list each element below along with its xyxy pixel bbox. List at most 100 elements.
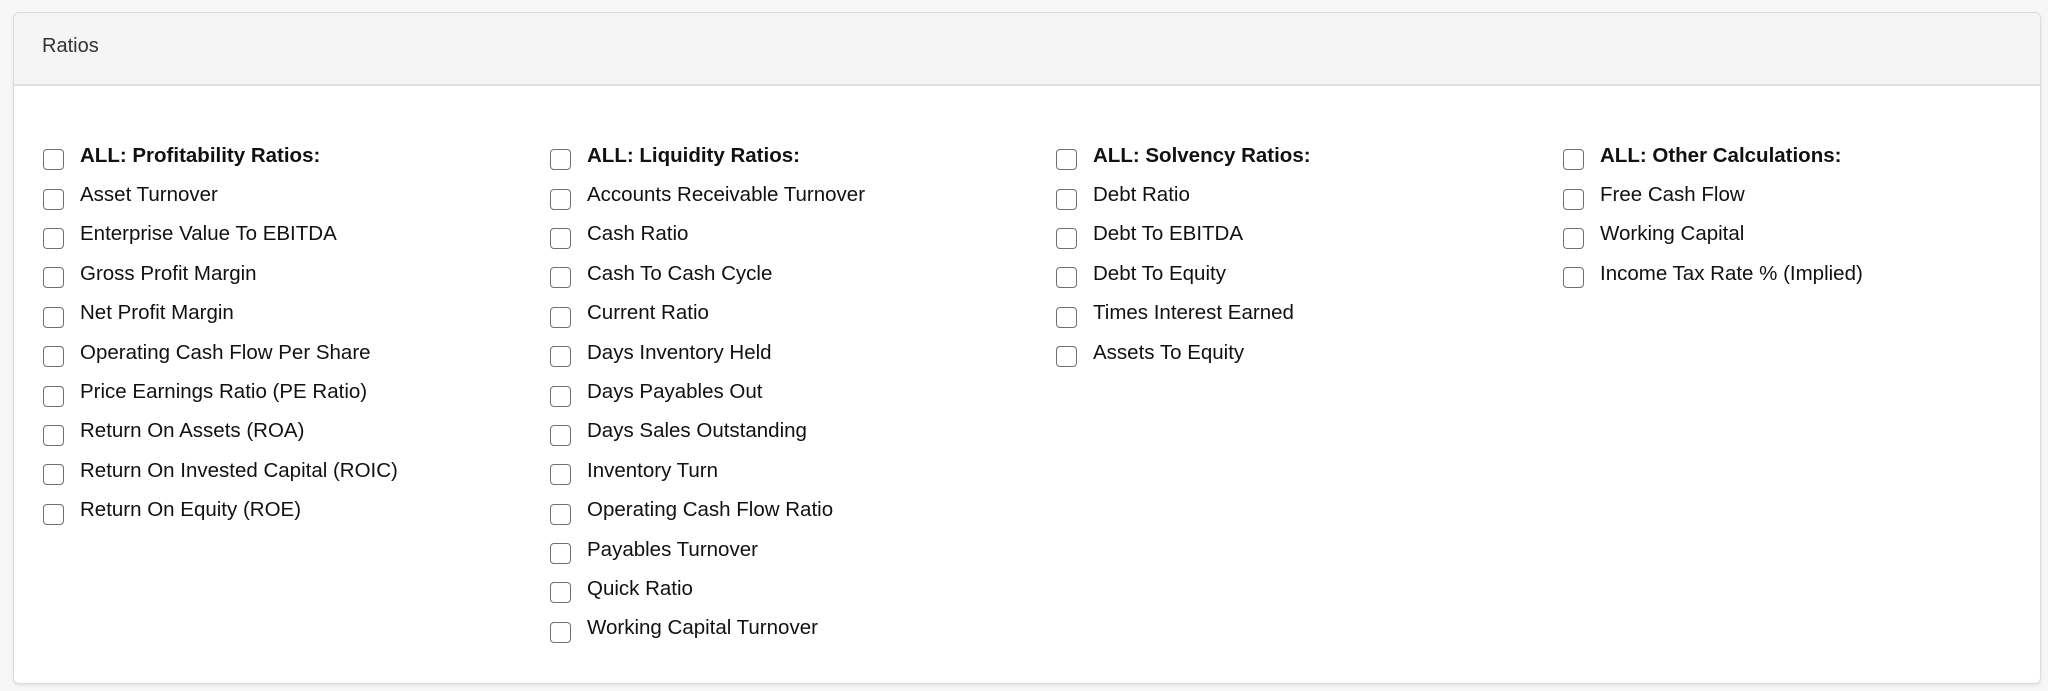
group-header-label: ALL: Other Calculations:: [1600, 143, 1842, 167]
checkbox[interactable]: [1056, 306, 1077, 328]
ratio-label: Return On Equity (ROE): [80, 498, 302, 522]
ratio-label: Return On Invested Capital (ROIC): [80, 458, 398, 482]
checkbox[interactable]: [43, 188, 64, 210]
ratio-label: Operating Cash Flow Ratio: [587, 498, 834, 522]
ratio-label: Debt To EBITDA: [1093, 222, 1244, 246]
ratio-label: Income Tax Rate % (Implied): [1600, 261, 1863, 285]
checkbox[interactable]: [550, 267, 571, 289]
panel-header: Ratios: [14, 13, 2040, 86]
ratio-label: Days Inventory Held: [587, 340, 772, 364]
select-all-checkbox-row[interactable]: ALL: Other Calculations:: [1563, 136, 2040, 175]
ratio-checkbox-row[interactable]: Cash To Cash Cycle: [550, 254, 1050, 293]
checkbox[interactable]: [550, 621, 571, 643]
ratio-label: Assets To Equity: [1093, 340, 1245, 364]
ratio-checkbox-row[interactable]: Payables Turnover: [550, 530, 1050, 569]
ratio-checkbox-row[interactable]: Working Capital: [1563, 215, 2040, 254]
ratio-label: Enterprise Value To EBITDA: [80, 222, 337, 246]
ratio-label: Asset Turnover: [80, 183, 218, 207]
ratio-label: Free Cash Flow: [1600, 183, 1745, 207]
ratio-checkbox-row[interactable]: Return On Invested Capital (ROIC): [43, 451, 543, 490]
checkbox[interactable]: [43, 227, 64, 249]
ratio-label: Current Ratio: [587, 301, 709, 325]
ratio-checkbox-row[interactable]: Inventory Turn: [550, 451, 1050, 490]
ratios-panel: Ratios ALL: Profitability Ratios: Asset T…: [13, 12, 2041, 684]
checkbox[interactable]: [43, 464, 64, 486]
ratio-checkbox-row[interactable]: Times Interest Earned: [1056, 294, 1556, 333]
ratio-checkbox-row[interactable]: Enterprise Value To EBITDA: [43, 215, 543, 254]
checkbox[interactable]: [43, 424, 64, 446]
checkbox[interactable]: [550, 424, 571, 446]
checkbox[interactable]: [43, 385, 64, 407]
checkbox[interactable]: [550, 306, 571, 328]
ratio-checkbox-row[interactable]: Operating Cash Flow Ratio: [550, 491, 1050, 530]
select-all-checkbox-row[interactable]: ALL: Liquidity Ratios:: [550, 136, 1050, 175]
ratio-checkbox-row[interactable]: Working Capital Turnover: [550, 609, 1050, 648]
group-header-label: ALL: Solvency Ratios:: [1093, 143, 1311, 167]
checkbox[interactable]: [43, 503, 64, 525]
ratio-label: Net Profit Margin: [80, 301, 234, 325]
ratio-label: Times Interest Earned: [1093, 301, 1294, 325]
checkbox[interactable]: [550, 227, 571, 249]
checkbox[interactable]: [550, 464, 571, 486]
ratio-label: Operating Cash Flow Per Share: [80, 340, 371, 364]
checkbox[interactable]: [550, 188, 571, 210]
ratio-checkbox-row[interactable]: Days Payables Out: [550, 372, 1050, 411]
ratio-label: Payables Turnover: [587, 537, 758, 561]
ratio-checkbox-row[interactable]: Asset Turnover: [43, 175, 543, 214]
ratio-label: Gross Profit Margin: [80, 261, 257, 285]
checkbox[interactable]: [1563, 267, 1584, 289]
ratio-label: Cash Ratio: [587, 222, 689, 246]
ratio-label: Accounts Receivable Turnover: [587, 183, 866, 207]
ratio-checkbox-row[interactable]: Free Cash Flow: [1563, 175, 2040, 214]
group-header-label: ALL: Profitability Ratios:: [80, 143, 321, 167]
checkbox[interactable]: [1056, 346, 1077, 368]
checkbox[interactable]: [550, 582, 571, 604]
checkbox[interactable]: [43, 149, 64, 171]
ratio-checkbox-row[interactable]: Days Inventory Held: [550, 333, 1050, 372]
ratio-checkbox-row[interactable]: Price Earnings Ratio (PE Ratio): [43, 372, 543, 411]
checkbox[interactable]: [43, 346, 64, 368]
select-all-checkbox-row[interactable]: ALL: Profitability Ratios:: [43, 136, 543, 175]
checkbox[interactable]: [1563, 227, 1584, 249]
ratio-checkbox-row[interactable]: Gross Profit Margin: [43, 254, 543, 293]
ratio-checkbox-row[interactable]: Debt To Equity: [1056, 254, 1556, 293]
ratio-group: ALL: Other Calculations: Free Cash Flow Wo…: [1563, 136, 2040, 294]
ratio-label: Working Capital Turnover: [587, 616, 818, 640]
checkbox[interactable]: [550, 543, 571, 565]
ratio-checkbox-row[interactable]: Assets To Equity: [1056, 333, 1556, 372]
checkbox[interactable]: [1056, 188, 1077, 210]
checkbox[interactable]: [550, 503, 571, 525]
checkbox[interactable]: [1563, 188, 1584, 210]
ratio-checkbox-row[interactable]: Days Sales Outstanding: [550, 412, 1050, 451]
checkbox[interactable]: [550, 149, 571, 171]
checkbox[interactable]: [43, 306, 64, 328]
select-all-checkbox-row[interactable]: ALL: Solvency Ratios:: [1056, 136, 1556, 175]
ratio-checkbox-row[interactable]: Return On Equity (ROE): [43, 491, 543, 530]
checkbox[interactable]: [1056, 227, 1077, 249]
ratio-label: Inventory Turn: [587, 458, 719, 482]
ratio-checkbox-row[interactable]: Operating Cash Flow Per Share: [43, 333, 543, 372]
ratio-checkbox-row[interactable]: Current Ratio: [550, 294, 1050, 333]
ratio-checkbox-row[interactable]: Quick Ratio: [550, 569, 1050, 608]
ratio-group: ALL: Profitability Ratios: Asset Turnover…: [43, 136, 543, 530]
checkbox[interactable]: [1056, 267, 1077, 289]
ratio-label: Days Sales Outstanding: [587, 419, 807, 443]
ratio-checkbox-row[interactable]: Debt Ratio: [1056, 175, 1556, 214]
checkbox[interactable]: [1056, 149, 1077, 171]
ratio-label: Debt To Equity: [1093, 261, 1226, 285]
panel-title: Ratios: [42, 35, 99, 57]
checkbox[interactable]: [43, 267, 64, 289]
ratio-label: Quick Ratio: [587, 576, 693, 600]
ratio-checkbox-row[interactable]: Income Tax Rate % (Implied): [1563, 254, 2040, 293]
ratio-label: Return On Assets (ROA): [80, 419, 305, 443]
checkbox[interactable]: [550, 346, 571, 368]
checkbox[interactable]: [1563, 149, 1584, 171]
ratio-checkbox-row[interactable]: Debt To EBITDA: [1056, 215, 1556, 254]
ratio-checkbox-row[interactable]: Cash Ratio: [550, 215, 1050, 254]
ratio-label: Working Capital: [1600, 222, 1745, 246]
ratio-checkbox-row[interactable]: Net Profit Margin: [43, 294, 543, 333]
checkbox[interactable]: [550, 385, 571, 407]
ratio-checkbox-row[interactable]: Accounts Receivable Turnover: [550, 175, 1050, 214]
ratio-checkbox-row[interactable]: Return On Assets (ROA): [43, 412, 543, 451]
ratio-group: ALL: Solvency Ratios: Debt Ratio Debt To E…: [1056, 136, 1556, 372]
